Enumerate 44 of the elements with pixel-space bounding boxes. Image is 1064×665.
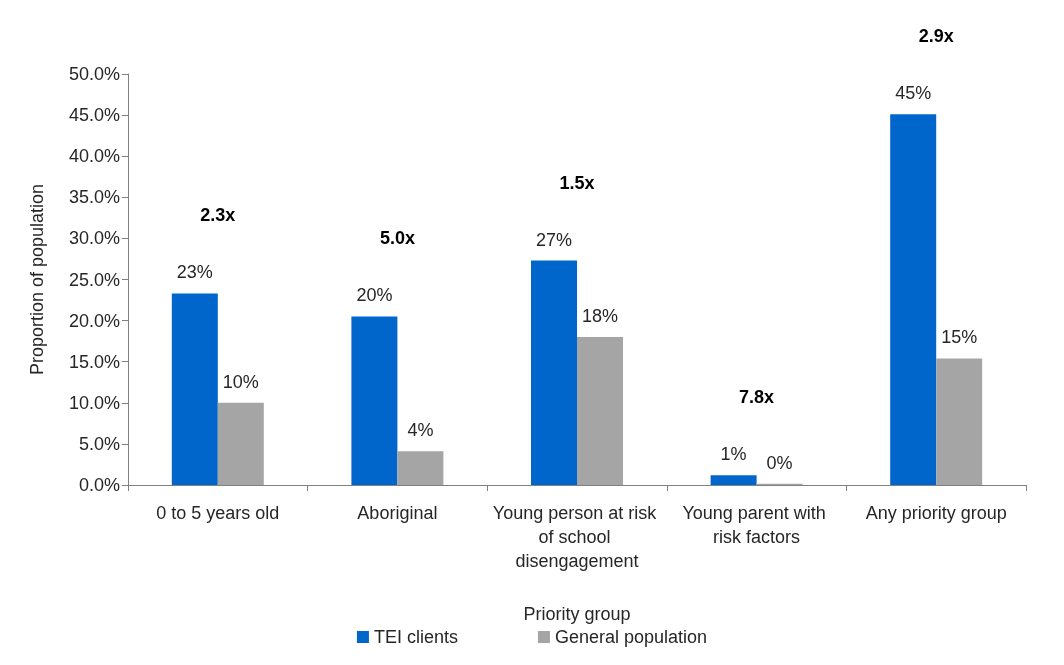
legend-label: General population: [554, 627, 708, 647]
annotation: 5.0x: [379, 228, 415, 249]
data-label: 45%: [895, 83, 932, 104]
y-tick-label: 25.0%: [68, 269, 120, 290]
data-label: 23%: [176, 262, 213, 283]
bar: [710, 475, 757, 485]
bar: [531, 260, 577, 485]
data-label: 1%: [720, 444, 747, 465]
y-tick-label: 20.0%: [68, 310, 120, 331]
y-tick-label: 40.0%: [68, 146, 120, 167]
x-axis-title: Priority group: [523, 604, 631, 624]
text: 2.9x: [918, 26, 954, 47]
annotation: 1.5x: [559, 172, 595, 193]
annotation: 2.3x: [200, 205, 236, 226]
data-label: 27%: [535, 229, 573, 250]
x-tick-label: Young person at risk of school disengagement: [492, 503, 662, 571]
bar: [890, 114, 937, 485]
data-label: 20%: [356, 285, 393, 306]
data-label: 18%: [581, 306, 619, 327]
y-tick-label: 5.0%: [78, 433, 120, 454]
y-tick-label: 15.0%: [68, 351, 120, 372]
x-tick-label: Young parent with risk factors: [682, 503, 831, 547]
legend-label: TEI clients: [373, 627, 458, 647]
y-tick-label: 10.0%: [68, 392, 120, 413]
x-tick-label: Any priority group: [865, 503, 1007, 523]
bar: [171, 293, 218, 485]
bar: [217, 402, 264, 485]
y-tick-label: 50.0%: [68, 64, 120, 84]
bar: [577, 337, 623, 485]
bar: [936, 358, 983, 485]
annotation: 7.8x: [739, 387, 775, 408]
y-tick-label: 45.0%: [68, 105, 120, 126]
data-label: 10%: [222, 371, 259, 392]
bar: [351, 316, 398, 485]
y-axis-title: Proportion of population: [27, 183, 47, 376]
y-tick-label: 35.0%: [68, 187, 120, 208]
bar: [397, 451, 444, 485]
data-label: 4%: [407, 420, 434, 441]
data-label: 0%: [766, 452, 793, 473]
y-tick-label: 0.0%: [78, 475, 120, 495]
y-tick-label: 30.0%: [68, 228, 120, 249]
x-tick-label: 0 to 5 years old: [156, 503, 280, 523]
x-tick-label: Aboriginal: [357, 503, 438, 523]
data-label: 15%: [941, 327, 978, 348]
